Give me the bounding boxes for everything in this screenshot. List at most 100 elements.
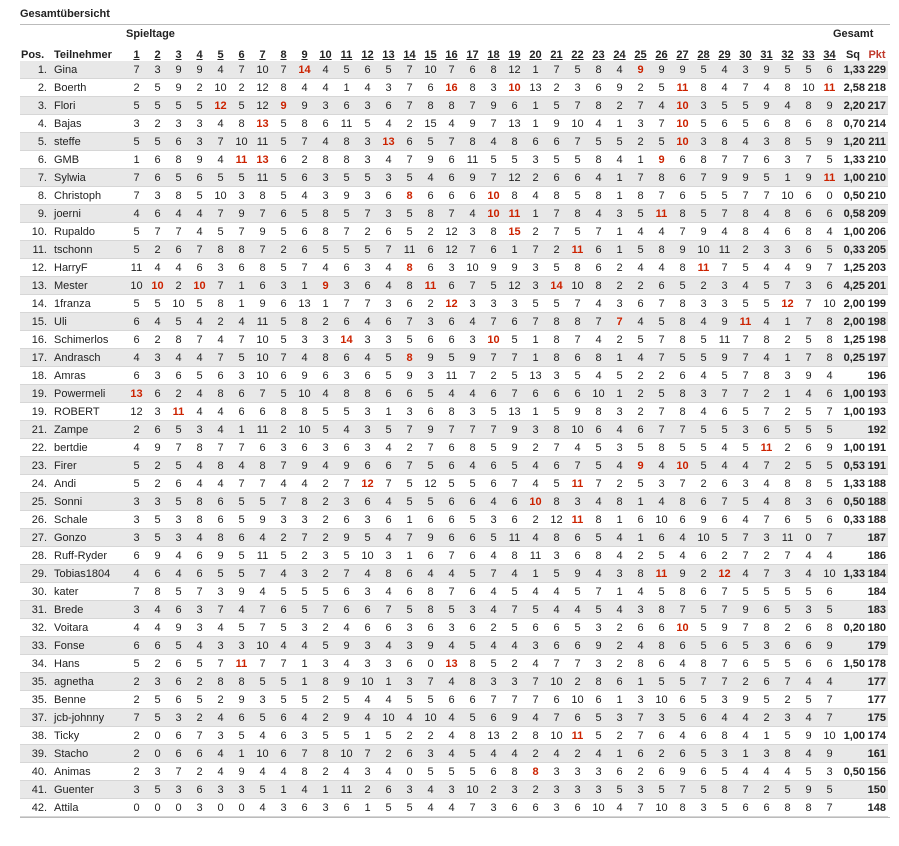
header-matchday-label[interactable]: 11: [340, 49, 353, 61]
participant-name[interactable]: Schimerlos: [51, 330, 126, 349]
header-matchday-30[interactable]: 30: [735, 45, 756, 61]
header-matchday-label[interactable]: 3: [175, 49, 182, 61]
header-matchday-5[interactable]: 5: [210, 45, 231, 61]
header-matchday-29[interactable]: 29: [714, 45, 735, 61]
header-matchday-22[interactable]: 22: [567, 45, 588, 61]
header-matchday-label[interactable]: 24: [613, 49, 626, 61]
header-matchday-label[interactable]: 19: [508, 49, 521, 61]
participant-name[interactable]: Zampe: [51, 420, 126, 439]
participant-name[interactable]: bertdie: [51, 438, 126, 457]
participant-name[interactable]: Tobias1804: [51, 564, 126, 583]
participant-name[interactable]: Powermeli: [51, 384, 126, 403]
header-matchday-label[interactable]: 5: [217, 49, 224, 61]
header-matchday-label[interactable]: 10: [319, 49, 332, 61]
participant-name[interactable]: Stacho: [51, 744, 126, 763]
participant-name[interactable]: Christoph: [51, 186, 126, 205]
participant-name[interactable]: Andrasch: [51, 348, 126, 367]
header-matchday-label[interactable]: 8: [280, 49, 287, 61]
header-matchday-label[interactable]: 4: [196, 49, 203, 61]
header-matchday-label[interactable]: 13: [382, 49, 395, 61]
participant-name[interactable]: Gonzo: [51, 528, 126, 547]
header-matchday-2[interactable]: 2: [147, 45, 168, 61]
header-matchday-6[interactable]: 6: [231, 45, 252, 61]
participant-name[interactable]: Ticky: [51, 726, 126, 745]
participant-name[interactable]: Ruff-Ryder: [51, 546, 126, 565]
header-matchday-8[interactable]: 8: [273, 45, 294, 61]
participant-name[interactable]: Andi: [51, 474, 126, 493]
participant-name[interactable]: ROBERT: [51, 402, 126, 421]
header-matchday-13[interactable]: 13: [378, 45, 399, 61]
participant-name[interactable]: joerni: [51, 204, 126, 223]
participant-name[interactable]: HarryF: [51, 258, 126, 277]
header-matchday-label[interactable]: 31: [760, 49, 773, 61]
header-matchday-label[interactable]: 12: [361, 49, 374, 61]
participant-name[interactable]: tschonn: [51, 240, 126, 259]
header-matchday-label[interactable]: 26: [655, 49, 668, 61]
header-matchday-label[interactable]: 2: [154, 49, 161, 61]
header-matchday-10[interactable]: 10: [315, 45, 336, 61]
header-matchday-27[interactable]: 27: [672, 45, 693, 61]
participant-name[interactable]: Fonse: [51, 636, 126, 655]
header-matchday-label[interactable]: 9: [301, 49, 308, 61]
header-matchday-34[interactable]: 34: [819, 45, 840, 61]
header-matchday-label[interactable]: 7: [259, 49, 266, 61]
participant-name[interactable]: Benne: [51, 690, 126, 709]
participant-name[interactable]: Voitara: [51, 618, 126, 637]
header-matchday-label[interactable]: 17: [466, 49, 479, 61]
participant-name[interactable]: Firer: [51, 456, 126, 475]
participant-name[interactable]: Sylwia: [51, 168, 126, 187]
participant-name[interactable]: GMB: [51, 150, 126, 169]
header-matchday-25[interactable]: 25: [630, 45, 651, 61]
header-matchday-9[interactable]: 9: [294, 45, 315, 61]
participant-name[interactable]: kater: [51, 582, 126, 601]
header-matchday-label[interactable]: 32: [781, 49, 794, 61]
participant-name[interactable]: Animas: [51, 762, 126, 781]
participant-name[interactable]: steffe: [51, 132, 126, 151]
header-matchday-label[interactable]: 34: [823, 49, 836, 61]
header-matchday-33[interactable]: 33: [798, 45, 819, 61]
header-matchday-7[interactable]: 7: [252, 45, 273, 61]
header-matchday-label[interactable]: 15: [424, 49, 437, 61]
header-matchday-1[interactable]: 1: [126, 45, 147, 61]
participant-name[interactable]: Uli: [51, 312, 126, 331]
participant-name[interactable]: jcb-johnny: [51, 708, 126, 727]
header-matchday-11[interactable]: 11: [336, 45, 357, 61]
header-matchday-4[interactable]: 4: [189, 45, 210, 61]
header-matchday-label[interactable]: 30: [739, 49, 752, 61]
header-matchday-14[interactable]: 14: [399, 45, 420, 61]
header-matchday-20[interactable]: 20: [525, 45, 546, 61]
participant-name[interactable]: Mester: [51, 276, 126, 295]
header-matchday-label[interactable]: 29: [718, 49, 731, 61]
header-matchday-label[interactable]: 23: [592, 49, 605, 61]
participant-name[interactable]: Sonni: [51, 492, 126, 511]
participant-name[interactable]: Brede: [51, 600, 126, 619]
participant-name[interactable]: Boerth: [51, 78, 126, 97]
participant-name[interactable]: Rupaldo: [51, 222, 126, 241]
participant-name[interactable]: Flori: [51, 96, 126, 115]
header-matchday-label[interactable]: 25: [634, 49, 647, 61]
header-matchday-28[interactable]: 28: [693, 45, 714, 61]
header-matchday-label[interactable]: 27: [676, 49, 689, 61]
header-matchday-label[interactable]: 20: [529, 49, 542, 61]
header-matchday-label[interactable]: 22: [571, 49, 584, 61]
header-matchday-label[interactable]: 16: [445, 49, 458, 61]
header-matchday-label[interactable]: 33: [802, 49, 815, 61]
header-matchday-21[interactable]: 21: [546, 45, 567, 61]
header-matchday-16[interactable]: 16: [441, 45, 462, 61]
header-matchday-label[interactable]: 18: [487, 49, 500, 61]
participant-name[interactable]: Amras: [51, 366, 126, 385]
header-matchday-12[interactable]: 12: [357, 45, 378, 61]
participant-name[interactable]: Bajas: [51, 114, 126, 133]
header-matchday-18[interactable]: 18: [483, 45, 504, 61]
header-matchday-32[interactable]: 32: [777, 45, 798, 61]
header-matchday-label[interactable]: 6: [238, 49, 245, 61]
header-matchday-26[interactable]: 26: [651, 45, 672, 61]
participant-name[interactable]: Attila: [51, 798, 126, 817]
header-matchday-label[interactable]: 1: [133, 49, 140, 61]
header-matchday-19[interactable]: 19: [504, 45, 525, 61]
header-matchday-31[interactable]: 31: [756, 45, 777, 61]
header-matchday-label[interactable]: 14: [403, 49, 416, 61]
participant-name[interactable]: Hans: [51, 654, 126, 673]
participant-name[interactable]: 1franza: [51, 294, 126, 313]
header-matchday-15[interactable]: 15: [420, 45, 441, 61]
